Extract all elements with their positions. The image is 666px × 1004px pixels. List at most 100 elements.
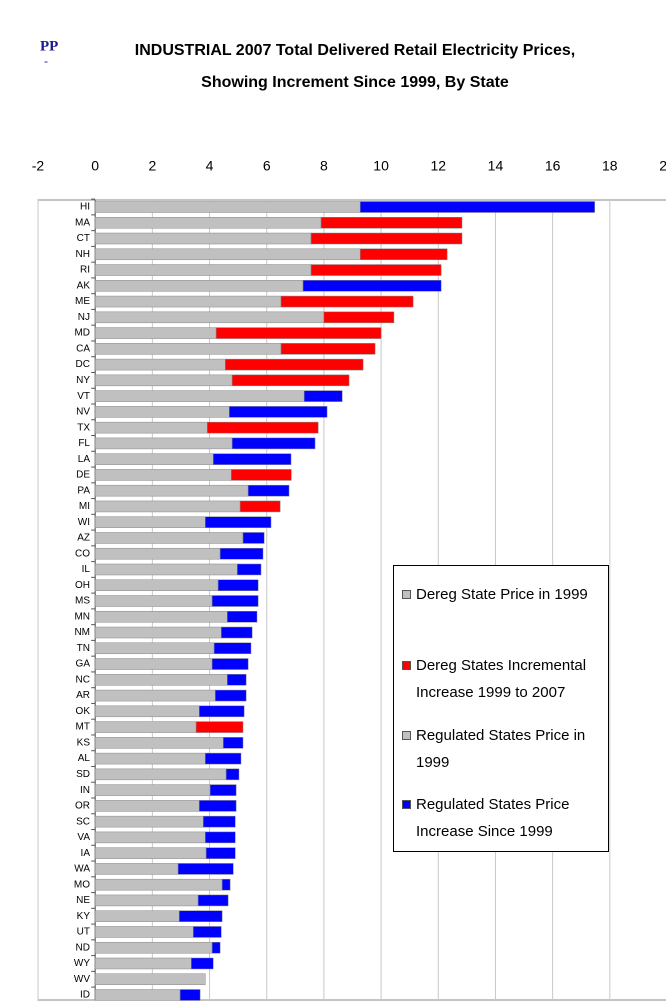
- chart-title: INDUSTRIAL 2007 Total Delivered Retail E…: [135, 42, 575, 59]
- bar: [94, 941, 213, 954]
- bar: [223, 737, 244, 749]
- y-tick-label: NM: [74, 627, 90, 638]
- legend-label: Dereg States Incremental Increase 1999 t…: [416, 657, 587, 701]
- y-tick-label: CO: [75, 548, 90, 559]
- bar: [192, 926, 222, 938]
- bar: [94, 815, 204, 828]
- x-tick-label: 14: [488, 158, 504, 174]
- bar: [94, 973, 206, 985]
- bar: [94, 563, 238, 576]
- bar: [213, 453, 292, 465]
- y-tick-label: DE: [76, 470, 90, 481]
- bar: [94, 611, 228, 623]
- bar: [211, 595, 259, 607]
- bar: [221, 878, 231, 891]
- bar: [215, 327, 382, 339]
- bar: [94, 863, 179, 875]
- legend-swatch: [402, 800, 411, 809]
- bar: [94, 878, 223, 891]
- bar: [310, 232, 463, 245]
- bar: [359, 201, 595, 213]
- y-tick-label: MS: [75, 596, 90, 607]
- bar: [94, 831, 206, 844]
- bar: [231, 469, 292, 481]
- x-tick-label: 12: [430, 158, 446, 174]
- x-tick-label: -2: [32, 158, 45, 174]
- bar: [94, 595, 213, 607]
- bar: [227, 674, 247, 686]
- x-tick-label: 6: [263, 158, 271, 174]
- bar: [94, 910, 180, 922]
- y-tick-label: RI: [80, 265, 90, 276]
- x-tick-label: 10: [373, 158, 389, 174]
- bar: [94, 674, 228, 686]
- bar: [239, 500, 281, 513]
- y-tick-label: MT: [76, 722, 90, 733]
- bar: [94, 248, 361, 261]
- bar: [323, 311, 395, 324]
- y-tick-label: IN: [80, 785, 90, 796]
- bar: [195, 721, 244, 733]
- bar: [237, 563, 262, 576]
- y-tick-label: ND: [76, 942, 90, 953]
- x-tick-label: 0: [91, 158, 99, 174]
- bar: [94, 784, 211, 796]
- bar: [94, 642, 215, 655]
- bar: [199, 800, 237, 812]
- bar: [310, 264, 442, 276]
- y-tick-label: OH: [75, 580, 90, 591]
- y-tick-label: KS: [77, 737, 91, 748]
- bar: [205, 516, 272, 528]
- y-tick-label: DC: [76, 359, 90, 370]
- bar: [190, 957, 214, 970]
- y-tick-label: AK: [77, 280, 91, 291]
- bar: [94, 390, 305, 402]
- y-tick-label: MI: [79, 501, 90, 512]
- y-tick-label: MO: [74, 879, 90, 890]
- bar: [215, 689, 247, 702]
- y-tick-label: CA: [76, 343, 90, 354]
- bar: [179, 989, 201, 1001]
- x-tick-label: 8: [320, 158, 328, 174]
- bar: [94, 658, 213, 670]
- x-tick-label: 4: [206, 158, 214, 174]
- bar: [94, 847, 207, 859]
- bar: [211, 941, 221, 954]
- bar: [177, 863, 234, 875]
- y-tick-label: ME: [75, 296, 90, 307]
- legend-entry: Dereg States Incremental Increase 1999 t…: [402, 652, 602, 706]
- x-tick-label: 16: [545, 158, 561, 174]
- y-tick-label: VT: [77, 391, 90, 402]
- y-tick-label: GA: [76, 659, 91, 670]
- bar: [280, 343, 376, 355]
- bar: [231, 437, 316, 450]
- y-tick-label: CT: [77, 233, 90, 244]
- x-tick-label: 2: [148, 158, 156, 174]
- y-tick-label: FL: [78, 438, 90, 449]
- bar: [221, 626, 253, 639]
- y-tick-label: MD: [74, 328, 90, 339]
- y-tick-label: AZ: [77, 533, 90, 544]
- legend-swatch: [402, 661, 411, 670]
- legend-entry: Regulated States Price Increase Since 19…: [402, 791, 602, 845]
- chart-subtitle: Showing Increment Since 1999, By State: [201, 74, 509, 91]
- bar: [242, 532, 265, 544]
- bar: [94, 752, 206, 765]
- bar: [94, 232, 312, 245]
- y-tick-label: SC: [76, 816, 90, 827]
- bar: [247, 484, 290, 497]
- bar: [94, 217, 322, 229]
- y-tick-label: WA: [74, 864, 90, 875]
- y-tick-label: OR: [75, 801, 90, 812]
- y-tick-label: NE: [76, 895, 90, 906]
- y-tick-label: MN: [74, 611, 90, 622]
- bar: [203, 815, 236, 828]
- bar: [94, 311, 325, 324]
- y-tick-label: LA: [78, 454, 91, 465]
- bar: [94, 295, 282, 308]
- bar: [303, 390, 343, 402]
- y-tick-label: WY: [74, 958, 90, 969]
- bar: [94, 547, 221, 560]
- legend-swatch: [402, 731, 411, 740]
